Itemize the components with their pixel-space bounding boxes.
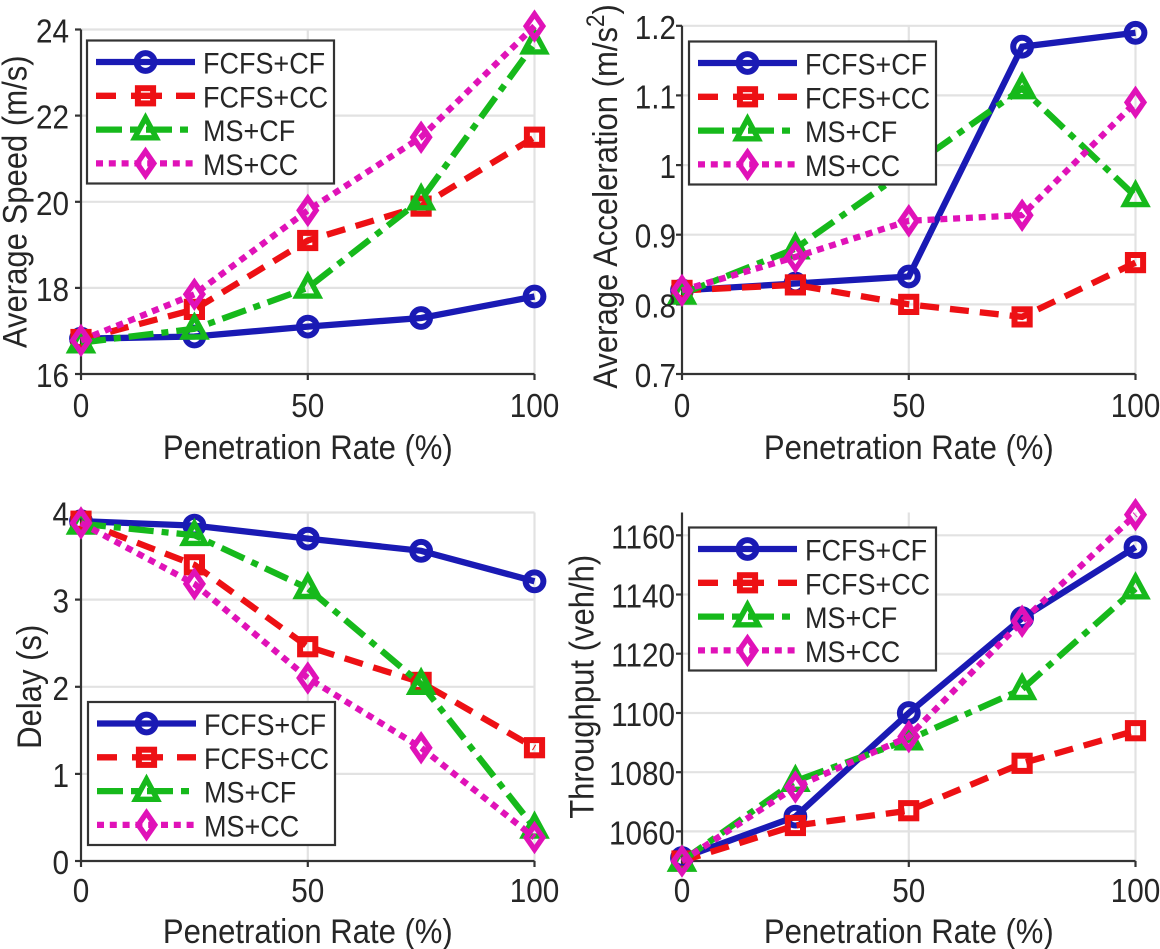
- svg-text:MS+CC: MS+CC: [805, 636, 900, 670]
- svg-text:22: 22: [36, 99, 69, 136]
- svg-text:Throughput (veh/h): Throughput (veh/h): [562, 555, 601, 819]
- svg-text:0: 0: [674, 388, 691, 425]
- svg-text:1100: 1100: [611, 697, 675, 734]
- svg-text:FCFS+CC: FCFS+CC: [204, 743, 329, 777]
- svg-text:FCFS+CF: FCFS+CF: [203, 47, 325, 81]
- svg-text:FCFS+CF: FCFS+CF: [805, 48, 927, 82]
- svg-text:FCFS+CF: FCFS+CF: [805, 534, 927, 568]
- svg-text:1: 1: [52, 757, 69, 794]
- svg-text:MS+CF: MS+CF: [805, 602, 897, 636]
- svg-text:MS+CC: MS+CC: [805, 150, 900, 184]
- svg-text:2: 2: [52, 670, 69, 707]
- svg-text:0: 0: [73, 873, 90, 910]
- svg-text:24: 24: [36, 13, 69, 50]
- svg-text:Penetration Rate (%): Penetration Rate (%): [764, 427, 1054, 466]
- svg-text:1060: 1060: [609, 815, 675, 852]
- svg-text:16: 16: [36, 358, 69, 395]
- svg-text:100: 100: [1111, 873, 1160, 910]
- svg-text:3: 3: [52, 583, 69, 620]
- svg-text:Penetration Rate (%): Penetration Rate (%): [163, 911, 453, 949]
- svg-text:Penetration Rate (%): Penetration Rate (%): [764, 911, 1054, 949]
- svg-text:Average Acceleration (m/s2): Average Acceleration (m/s2): [582, 4, 624, 389]
- svg-text:50: 50: [892, 873, 925, 910]
- svg-text:18: 18: [36, 271, 69, 308]
- svg-text:0.8: 0.8: [635, 288, 676, 325]
- svg-text:1120: 1120: [611, 637, 675, 674]
- svg-text:4: 4: [52, 496, 69, 533]
- svg-text:0: 0: [674, 873, 691, 910]
- svg-text:MS+CC: MS+CC: [203, 149, 298, 183]
- svg-text:MS+CF: MS+CF: [805, 116, 897, 150]
- svg-text:0: 0: [73, 388, 90, 425]
- svg-text:1: 1: [659, 149, 676, 186]
- svg-text:Delay (s): Delay (s): [9, 625, 48, 749]
- svg-text:0.9: 0.9: [635, 218, 676, 255]
- svg-text:FCFS+CF: FCFS+CF: [204, 709, 326, 743]
- svg-text:MS+CC: MS+CC: [204, 810, 299, 844]
- svg-text:50: 50: [291, 873, 324, 910]
- svg-text:1080: 1080: [609, 756, 675, 793]
- svg-text:50: 50: [291, 388, 324, 425]
- svg-text:1.1: 1.1: [635, 79, 676, 116]
- svg-text:0: 0: [52, 845, 69, 882]
- svg-text:1140: 1140: [611, 578, 675, 615]
- svg-text:100: 100: [510, 388, 560, 425]
- svg-text:FCFS+CC: FCFS+CC: [203, 81, 328, 115]
- svg-text:1160: 1160: [611, 519, 675, 556]
- svg-text:Average Speed (m/s): Average Speed (m/s): [0, 55, 34, 348]
- svg-text:1.2: 1.2: [635, 9, 676, 46]
- svg-text:FCFS+CC: FCFS+CC: [805, 82, 930, 116]
- svg-text:100: 100: [510, 873, 560, 910]
- svg-text:MS+CF: MS+CF: [204, 776, 296, 810]
- svg-text:FCFS+CC: FCFS+CC: [805, 568, 930, 602]
- svg-text:Penetration Rate (%): Penetration Rate (%): [163, 427, 453, 466]
- svg-text:MS+CF: MS+CF: [203, 115, 295, 149]
- svg-text:20: 20: [36, 185, 69, 222]
- svg-text:0.7: 0.7: [635, 358, 676, 395]
- svg-text:50: 50: [892, 388, 925, 425]
- svg-text:100: 100: [1111, 388, 1160, 425]
